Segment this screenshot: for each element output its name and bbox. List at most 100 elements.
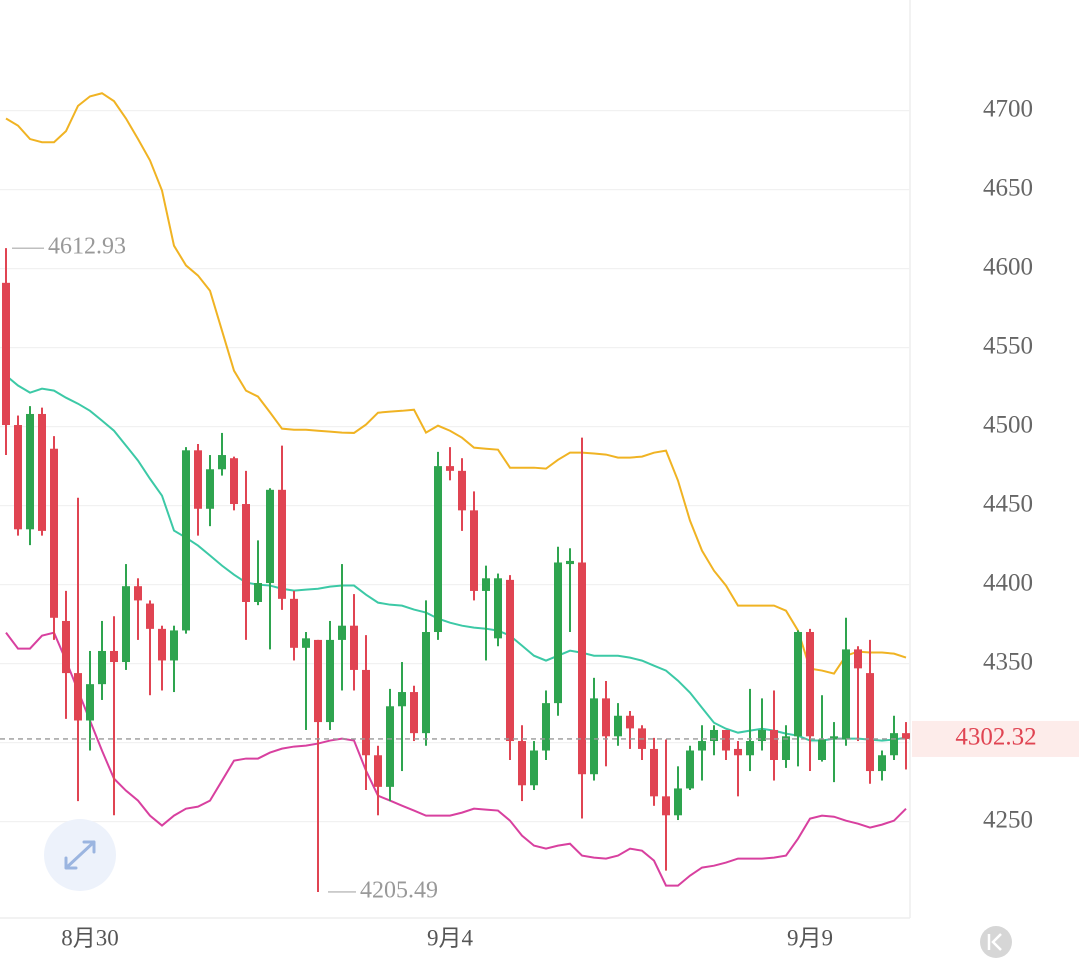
candle-body — [134, 586, 142, 601]
grid — [0, 110, 910, 823]
candle-body — [266, 489, 274, 584]
candle-body — [578, 562, 586, 775]
candle-body — [26, 413, 34, 530]
overlays: 4612.93 4205.49 — [0, 234, 910, 903]
candle-body — [158, 628, 166, 661]
candle-body — [782, 736, 790, 760]
candle-body — [458, 470, 466, 511]
candle-body — [170, 630, 178, 661]
candle-body — [398, 692, 406, 707]
candle-body — [530, 750, 538, 786]
candle-body — [2, 282, 10, 426]
candle-body — [302, 638, 310, 648]
candle-body — [734, 748, 742, 756]
candle-body — [818, 739, 826, 760]
candle-body — [722, 729, 730, 751]
candle-body — [662, 796, 670, 816]
y-tick-label: 4550 — [983, 332, 1033, 359]
candle-body — [806, 632, 814, 737]
candle-body — [146, 603, 154, 629]
back-to-latest-button[interactable] — [980, 926, 1012, 958]
candle-body — [866, 673, 874, 772]
y-tick-label: 4450 — [983, 490, 1033, 517]
bands — [5, 92, 907, 887]
candle-body — [410, 692, 418, 734]
candle-body — [902, 733, 910, 739]
candle-body — [254, 583, 262, 602]
candle-body — [446, 466, 454, 471]
candle-body — [122, 586, 130, 663]
candle-body — [614, 715, 622, 737]
candle-body — [110, 650, 118, 663]
candle-body — [854, 649, 862, 669]
candle-body — [554, 562, 562, 704]
candle-body — [386, 706, 394, 787]
candle-body — [230, 458, 238, 505]
y-tick-label: 4650 — [983, 174, 1033, 201]
candle-body — [290, 598, 298, 648]
candle-body — [878, 755, 886, 772]
last-price-tag — [912, 720, 1079, 757]
zoom-button[interactable] — [44, 819, 116, 891]
candle-body — [506, 579, 514, 742]
candle-body — [362, 669, 370, 756]
candle-body — [38, 413, 46, 531]
candle-body — [842, 649, 850, 740]
candle-body — [650, 748, 658, 797]
y-tick-label: 4250 — [983, 806, 1033, 833]
x-tick-label: 9月9 — [787, 925, 833, 950]
candle-body — [590, 698, 598, 775]
candle-body — [770, 729, 778, 760]
band-line — [5, 92, 907, 675]
candle-body — [14, 425, 22, 530]
y-tick-label: 4500 — [983, 411, 1033, 438]
candle-body — [494, 578, 502, 639]
candle-body — [374, 755, 382, 787]
candle-body — [338, 625, 346, 640]
candles — [2, 248, 910, 892]
back-icon — [987, 933, 1002, 951]
candle-body — [482, 578, 490, 591]
candle-body — [674, 788, 682, 816]
candle-body — [566, 560, 574, 565]
candle-body — [74, 673, 82, 721]
x-tick-label: 8月30 — [61, 925, 119, 950]
candle-body — [470, 510, 478, 591]
candle-body — [50, 448, 58, 618]
last-price-label: 4302.32 — [955, 724, 1036, 751]
candle-body — [602, 698, 610, 737]
candle-body — [518, 741, 526, 786]
candle-body — [194, 450, 202, 509]
candle-body — [98, 650, 106, 685]
zoom-icon — [64, 840, 96, 870]
candle-body — [278, 489, 286, 599]
candle-body — [890, 733, 898, 756]
candle-body — [686, 750, 694, 789]
y-tick-label: 4400 — [983, 569, 1033, 596]
candle-body — [758, 729, 766, 742]
candle-body — [710, 729, 718, 742]
candle-body — [350, 625, 358, 670]
candle-body — [62, 620, 70, 674]
candle-body — [206, 469, 214, 509]
candle-body — [422, 632, 430, 734]
candle-body — [746, 741, 754, 756]
candle-body — [314, 639, 322, 723]
candle-body — [242, 504, 250, 602]
candle-body — [86, 684, 94, 721]
band-line — [5, 374, 907, 742]
back-button-bg[interactable] — [980, 926, 1012, 958]
candle-body — [626, 715, 634, 729]
band-line — [5, 631, 907, 887]
y-tick-label: 4700 — [983, 95, 1033, 122]
candle-body — [830, 736, 838, 740]
candle-body — [434, 466, 442, 633]
candle-body — [182, 450, 190, 631]
candle-body — [794, 632, 802, 737]
max-label: 4612.93 — [48, 234, 126, 260]
x-tick-label: 9月4 — [427, 925, 474, 950]
candle-body — [326, 639, 334, 723]
min-label: 4205.49 — [360, 877, 438, 903]
